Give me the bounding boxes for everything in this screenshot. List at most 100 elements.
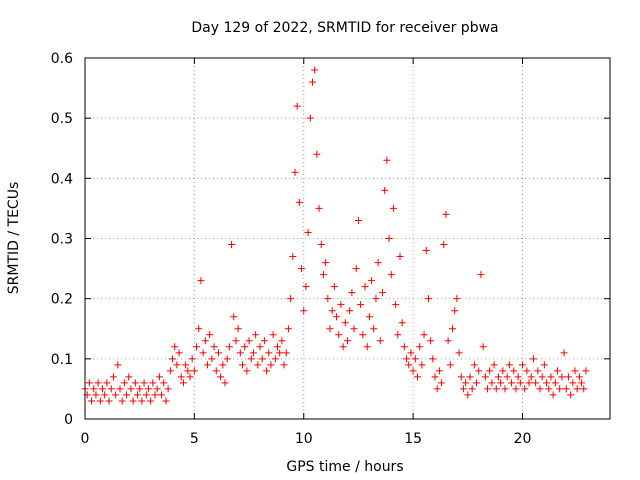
data-point-marker xyxy=(455,349,463,357)
data-point-marker xyxy=(372,295,380,303)
data-point-marker xyxy=(271,355,279,363)
data-point-marker xyxy=(514,373,522,381)
data-point-marker xyxy=(381,186,389,194)
data-point-marker xyxy=(208,355,216,363)
data-point-marker xyxy=(269,331,277,339)
data-point-marker xyxy=(309,78,316,86)
data-point-marker xyxy=(527,373,535,381)
data-point-marker xyxy=(538,373,546,381)
data-point-marker xyxy=(149,379,157,387)
x-tick-label: 15 xyxy=(404,431,422,447)
data-point-marker xyxy=(118,397,126,405)
data-point-marker xyxy=(470,361,478,369)
data-point-marker xyxy=(392,301,400,309)
data-point-marker xyxy=(280,361,288,369)
data-point-marker xyxy=(101,391,109,399)
data-point-marker xyxy=(214,349,222,357)
data-point-marker xyxy=(184,367,192,375)
data-point-marker xyxy=(88,397,96,405)
data-point-marker xyxy=(136,385,144,393)
data-point-marker xyxy=(394,331,402,339)
data-point-marker xyxy=(444,337,452,345)
data-point-marker xyxy=(573,385,581,393)
data-point-marker xyxy=(466,373,474,381)
data-point-marker xyxy=(346,307,354,315)
x-tick-label: 0 xyxy=(81,431,90,447)
data-point-marker xyxy=(569,379,577,387)
data-point-marker xyxy=(236,349,244,357)
data-point-marker xyxy=(352,265,360,273)
data-point-marker xyxy=(131,379,139,387)
data-point-marker xyxy=(123,391,131,399)
data-point-marker xyxy=(335,331,343,339)
data-point-marker xyxy=(398,319,406,327)
data-point-marker xyxy=(481,373,489,381)
data-point-marker xyxy=(204,361,211,369)
data-point-marker xyxy=(503,373,511,381)
data-point-marker xyxy=(179,379,187,387)
data-point-marker xyxy=(361,283,369,291)
data-point-marker xyxy=(217,373,225,381)
data-point-marker xyxy=(532,379,540,387)
data-point-marker xyxy=(477,271,485,279)
data-point-marker xyxy=(267,361,275,369)
data-point-marker xyxy=(411,355,419,363)
y-tick-label: 0 xyxy=(64,412,73,428)
data-point-marker xyxy=(486,367,494,375)
data-point-marker xyxy=(138,397,146,405)
data-point-marker xyxy=(311,66,319,74)
data-point-marker xyxy=(326,325,334,333)
data-point-marker xyxy=(182,361,190,369)
data-point-marker xyxy=(492,385,500,393)
data-point-marker xyxy=(564,373,572,381)
data-point-marker xyxy=(424,295,432,303)
data-point-marker xyxy=(344,337,351,345)
data-point-marker xyxy=(232,337,240,345)
data-point-marker xyxy=(560,349,568,357)
data-point-marker xyxy=(256,343,264,351)
data-point-marker xyxy=(540,361,548,369)
data-point-marker xyxy=(247,355,255,363)
data-point-marker xyxy=(302,283,310,291)
data-point-marker xyxy=(475,367,483,375)
data-point-marker xyxy=(418,361,426,369)
data-point-marker xyxy=(166,367,174,375)
data-point-marker xyxy=(562,385,570,393)
data-point-marker xyxy=(385,235,393,242)
data-point-marker xyxy=(449,325,456,333)
data-point-marker xyxy=(241,343,249,351)
data-point-marker xyxy=(429,355,437,363)
data-point-marker xyxy=(519,361,526,369)
data-point-marker xyxy=(188,355,196,363)
data-point-marker xyxy=(494,373,502,381)
data-point-marker xyxy=(453,295,461,303)
data-point-marker xyxy=(127,385,135,393)
data-point-marker xyxy=(521,385,529,393)
data-point-marker xyxy=(543,379,551,387)
data-point-marker xyxy=(462,379,470,387)
data-point-marker xyxy=(249,349,257,357)
data-point-marker xyxy=(219,361,227,369)
data-point-marker xyxy=(252,331,260,339)
data-point-marker xyxy=(287,295,295,303)
data-point-marker xyxy=(464,391,472,399)
data-point-marker xyxy=(140,379,148,387)
data-point-marker xyxy=(284,325,292,333)
data-point-marker xyxy=(396,253,404,261)
data-point-marker xyxy=(403,355,411,363)
data-point-marker xyxy=(197,277,205,285)
data-point-marker xyxy=(109,373,117,381)
data-point-marker xyxy=(162,397,170,405)
data-point-marker xyxy=(160,379,168,387)
data-point-marker xyxy=(324,295,332,303)
data-point-marker xyxy=(490,361,498,369)
data-point-marker xyxy=(405,361,413,369)
data-point-marker xyxy=(551,379,559,387)
data-point-marker xyxy=(446,361,454,369)
y-tick-label: 0.5 xyxy=(51,111,73,127)
data-point-marker xyxy=(322,259,330,267)
data-point-marker xyxy=(554,367,561,375)
data-point-marker xyxy=(206,331,214,339)
data-point-marker xyxy=(337,301,345,309)
data-point-marker xyxy=(365,313,373,321)
